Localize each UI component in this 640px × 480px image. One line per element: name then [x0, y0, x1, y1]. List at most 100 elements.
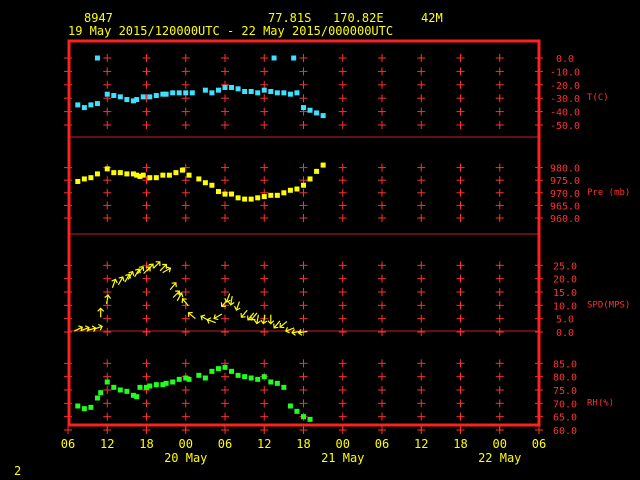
pressure-point — [75, 178, 81, 184]
panel-label-rh: RH(%) — [587, 398, 614, 408]
pressure-point — [301, 182, 306, 188]
wind-arrow — [97, 307, 105, 318]
wind-arrow-head — [267, 320, 275, 325]
y-tick-label: 85.0 — [553, 359, 577, 370]
temperature-point — [153, 93, 159, 99]
wind-arrow — [224, 293, 231, 303]
pressure-point — [314, 168, 320, 174]
rh-point — [170, 379, 176, 385]
temperature-point — [160, 91, 166, 97]
wind-arrow-shaft — [73, 326, 83, 332]
pressure-point — [179, 167, 185, 173]
x-tick-label: 12 — [257, 437, 271, 451]
y-tick-label: 80.0 — [553, 373, 577, 384]
pressure-point — [88, 175, 94, 181]
x-tick-label: 00 — [493, 437, 507, 451]
wind-arrow — [273, 320, 281, 329]
wind-arrow — [213, 313, 223, 321]
wind-arrow — [162, 266, 172, 274]
pressure-point — [242, 196, 248, 202]
rh-point — [134, 394, 140, 400]
wind-arrow-shaft — [240, 309, 248, 318]
wind-arrow — [169, 282, 177, 291]
wind-arrow — [172, 290, 181, 298]
temperature-point — [255, 90, 261, 96]
x-tick-label: 12 — [414, 437, 428, 451]
wind-arrow — [234, 301, 241, 311]
wind-arrow-head — [181, 298, 187, 304]
wind-arrow — [134, 268, 141, 278]
wind-arrow-head — [187, 311, 193, 318]
temperature-point — [75, 102, 81, 108]
y-tick-label: 970.0 — [550, 189, 580, 200]
wind-arrow-shaft — [213, 313, 223, 320]
pressure-point — [186, 172, 192, 178]
wind-arrow — [146, 263, 154, 272]
wind-arrow-shaft — [162, 267, 171, 274]
wind-arrow-shaft — [207, 319, 216, 324]
rh-point — [147, 383, 153, 389]
x-tick-label: 18 — [453, 437, 467, 451]
wind-arrow-head — [291, 329, 296, 336]
date-label: 21 May — [321, 451, 364, 465]
x-tick-labels: 06 12 18 00 06 12 18 00 06 12 18 00 06 20 May 21 May 22… — [61, 437, 546, 465]
wind-arrow — [267, 314, 275, 325]
x-tick-label: 06 — [61, 437, 75, 451]
wind-arrow-shaft — [273, 320, 281, 329]
wind-arrow-head — [284, 326, 290, 334]
panel-label-temperature: T(C) — [587, 93, 609, 103]
wind-arrow-shaft — [235, 301, 241, 311]
rh-point — [301, 414, 306, 420]
rh-point — [176, 376, 182, 382]
y-tick-label: 965.0 — [550, 201, 580, 212]
pressure-point — [294, 186, 300, 192]
x-tick-label: 12 — [100, 437, 114, 451]
rh-point — [235, 372, 241, 378]
temperature-point — [274, 90, 280, 96]
temperature-point — [314, 110, 320, 116]
temperature-point — [202, 87, 208, 93]
wind-arrow-head — [273, 323, 279, 329]
temperature-point — [94, 101, 100, 107]
pressure-point — [268, 192, 274, 198]
panel-labels: T(C) Pre (mb) SPD(MPS) RH(%) — [587, 93, 630, 408]
wind-arrow-head — [213, 314, 219, 321]
x-tick-label: 06 — [218, 437, 232, 451]
pressure-point — [215, 189, 221, 195]
pressure-point — [209, 182, 215, 188]
wind-arrow — [260, 314, 268, 325]
rh-point — [242, 374, 248, 380]
rh-point — [88, 404, 94, 410]
temperature-point — [294, 90, 300, 96]
wind-arrow-head — [118, 276, 125, 282]
elevation: 42M — [421, 11, 443, 25]
temperature-point — [307, 107, 313, 113]
wind-arrow — [284, 326, 295, 334]
time-range: 19 May 2015/120000UTC - 22 May 2015/0000… — [68, 24, 393, 38]
rh-point — [196, 372, 202, 378]
x-tick-label: 18 — [139, 437, 153, 451]
rh-point — [268, 379, 274, 385]
pressure-point — [104, 166, 110, 172]
temperature-point — [81, 105, 87, 111]
wind-arrow — [136, 266, 145, 275]
rh-point — [248, 375, 254, 381]
pressure-point — [111, 170, 117, 176]
temperature-point — [287, 91, 293, 97]
temperature-point — [183, 90, 189, 96]
pressure-point — [147, 175, 153, 181]
pressure-point — [274, 192, 280, 198]
wind-arrow-shaft — [105, 294, 109, 305]
station-id: 8947 — [84, 11, 113, 25]
y-tick-label: 15.0 — [553, 288, 577, 299]
temperature-point — [94, 55, 100, 61]
wind-arrow-head — [171, 282, 177, 288]
rh-point — [307, 416, 313, 422]
wind-arrow-shaft — [250, 312, 258, 321]
temperature-point — [163, 91, 169, 97]
rh-point — [294, 408, 300, 414]
data-marks — [73, 55, 326, 422]
rh-point — [229, 368, 235, 374]
y-tick-label: -40.0 — [550, 108, 580, 119]
